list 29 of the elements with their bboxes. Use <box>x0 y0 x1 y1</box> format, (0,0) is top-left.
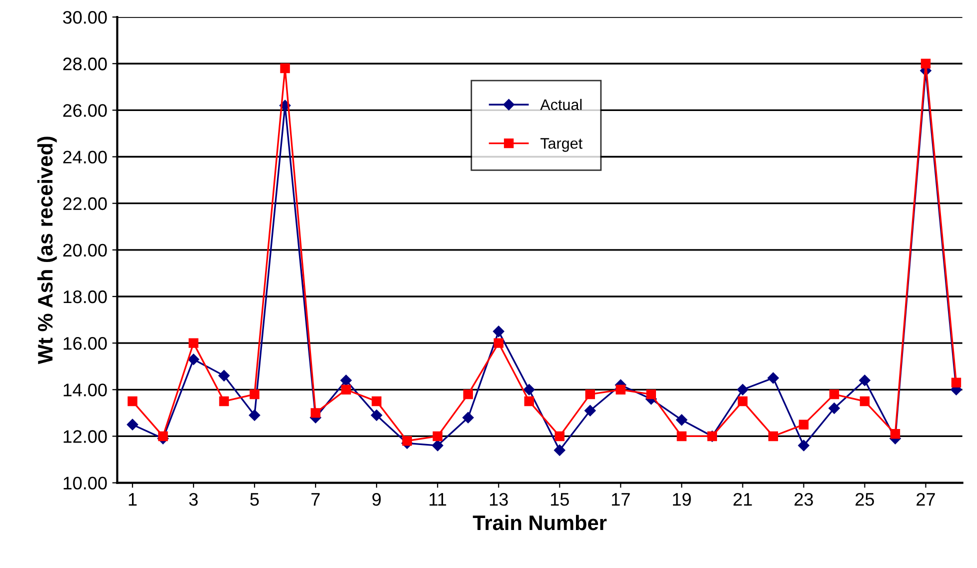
y-tick-label: 14.00 <box>64 384 107 396</box>
legend-label: Actual <box>540 98 582 110</box>
x-tick-label: 25 <box>856 493 874 506</box>
x-tick-label: 7 <box>311 493 320 506</box>
y-tick-label: 10.00 <box>64 476 107 490</box>
x-tick-label: 15 <box>550 493 569 506</box>
x-tick-label: 27 <box>916 493 935 506</box>
x-tick-label: 21 <box>734 493 752 506</box>
y-tick-label: 28.00 <box>63 58 107 70</box>
x-tick-label: 3 <box>189 493 198 506</box>
x-tick-label: 5 <box>250 493 259 506</box>
y-tick-label: 20.00 <box>63 244 107 257</box>
x-axis-title: Train Number <box>472 514 607 530</box>
y-tick-label: 18.00 <box>64 290 107 304</box>
y-tick-label: 30.00 <box>63 10 107 24</box>
x-tick-label: 9 <box>372 493 381 506</box>
y-tick-label: 26.00 <box>63 104 107 117</box>
x-tick-label: 23 <box>794 493 813 506</box>
x-tick-label: 1 <box>128 493 137 506</box>
legend-label: Target <box>540 138 582 152</box>
y-tick-label: 24.00 <box>63 150 107 164</box>
y-tick-label: 16.00 <box>64 337 107 350</box>
y-axis-title: Wt % Ash (as received) <box>37 136 57 364</box>
x-tick-label: 17 <box>612 493 630 506</box>
y-tick-label: 22.00 <box>63 197 107 210</box>
x-tick-label: 11 <box>430 493 446 506</box>
x-tick-label: 19 <box>672 493 691 506</box>
y-tick-label: 12.00 <box>64 430 107 443</box>
x-tick-label: 13 <box>490 493 508 506</box>
